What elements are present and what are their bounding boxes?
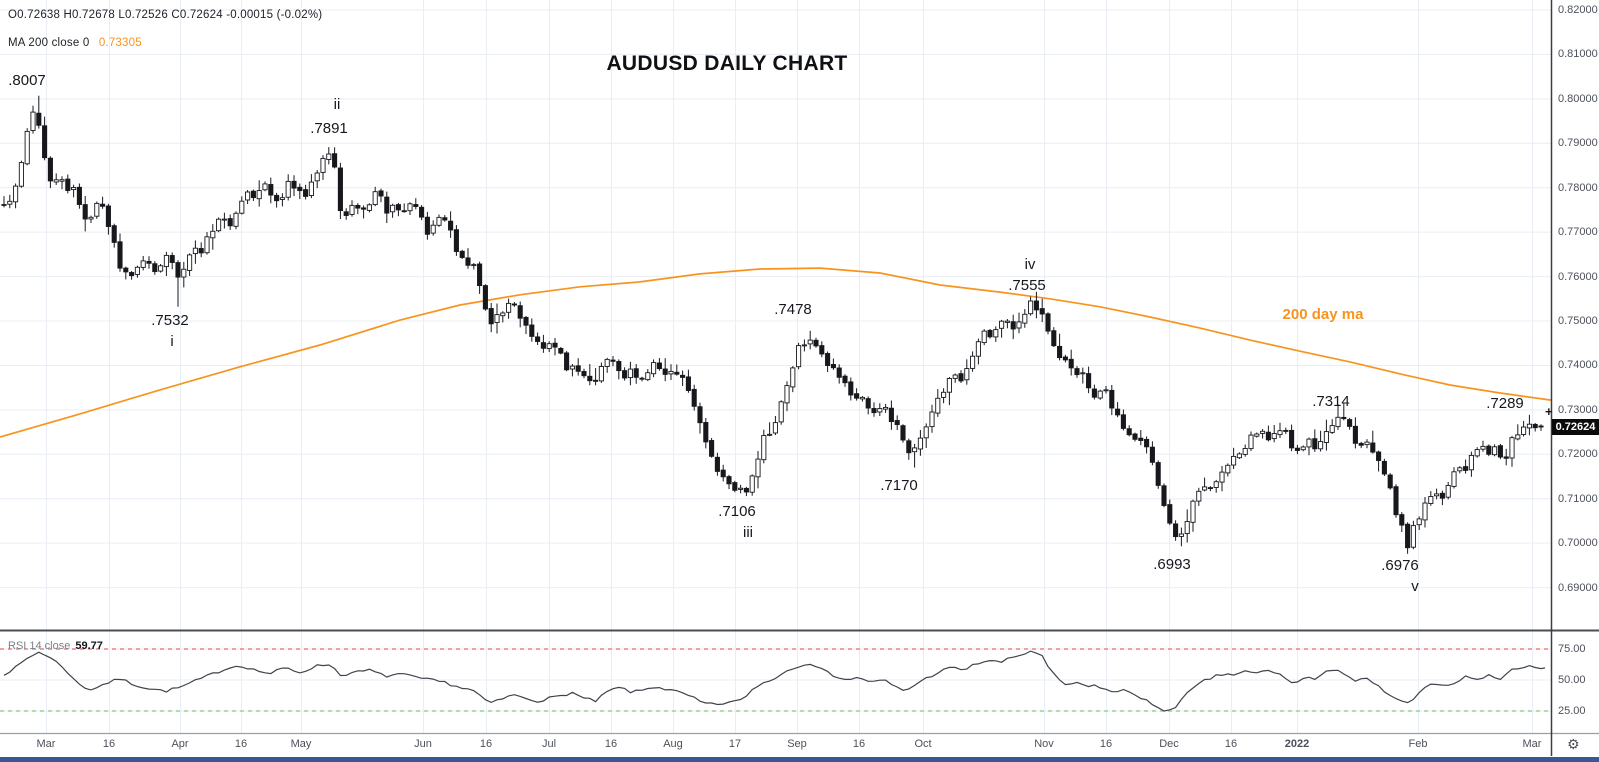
rsi-legend[interactable]: RSI 14 close 59.77 bbox=[8, 640, 103, 652]
last-price-badge: 0.72624 bbox=[1552, 419, 1599, 435]
chart-title: AUDUSD DAILY CHART bbox=[606, 52, 848, 75]
settings-gear-icon[interactable]: ⚙ bbox=[1567, 736, 1580, 752]
ma-legend-label: MA 200 close 0 bbox=[8, 37, 90, 49]
taskbar-strip bbox=[0, 757, 1599, 762]
ma-legend-value: 0.73305 bbox=[98, 37, 142, 49]
grid-layer bbox=[0, 0, 1551, 733]
candles-layer bbox=[1, 95, 1544, 554]
ohlc-legend[interactable]: O0.72638 H0.72678 L0.72526 C0.72624 -0.0… bbox=[8, 9, 322, 21]
ohlc-values: O0.72638 H0.72678 L0.72526 C0.72624 -0.0… bbox=[8, 9, 323, 21]
rsi-line bbox=[3, 650, 1546, 712]
last-bar-plus-marker[interactable]: + bbox=[1545, 404, 1553, 419]
ma-200-line bbox=[0, 267, 1552, 438]
rsi-legend-label: RSI 14 close bbox=[8, 640, 71, 652]
rsi-legend-value: 59.77 bbox=[75, 640, 103, 652]
ma-legend[interactable]: MA 200 close 0 0.73305 bbox=[8, 37, 142, 49]
